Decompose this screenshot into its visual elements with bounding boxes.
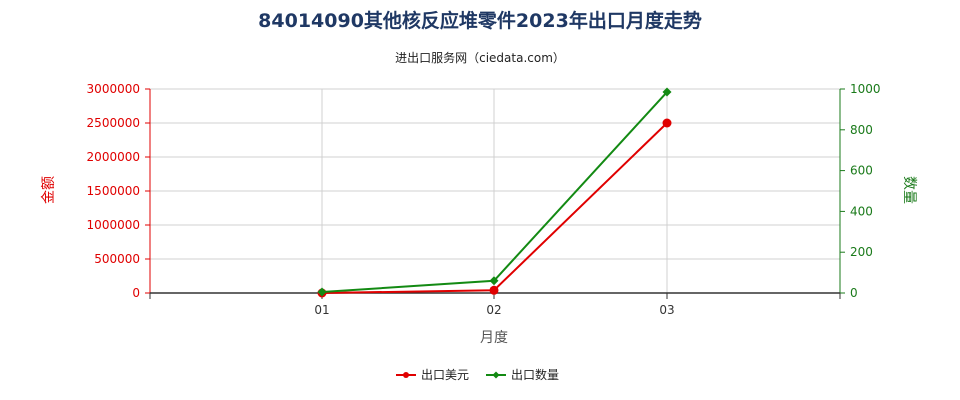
y-left-tick-labels: 0 500000 1000000 1500000 2000000 2500000 30000… (87, 82, 140, 300)
y-right-tick-label: 600 (850, 164, 873, 178)
y-left-tick-label: 2500000 (87, 116, 140, 130)
chart-title: 84014090其他核反应堆零件2023年出口月度走势 (258, 9, 702, 32)
x-tick-label: 03 (659, 303, 674, 317)
y-right-tick-label: 800 (850, 123, 873, 137)
y-left-tick-label: 1000000 (87, 218, 140, 232)
legend-swatch-marker (403, 372, 409, 378)
legend-label: 出口美元 (421, 368, 469, 382)
y-right-axis-title: 数量 (901, 176, 917, 204)
series-2-point (317, 287, 327, 297)
legend-swatch-marker (492, 371, 500, 379)
series-2-point (489, 276, 499, 286)
x-tick-label: 01 (314, 303, 329, 317)
y-left-tick-label: 1500000 (87, 184, 140, 198)
y-right-tick-label: 1000 (850, 82, 881, 96)
y-left-tick-label: 500000 (94, 252, 140, 266)
axes (145, 88, 845, 299)
series-1-point (662, 118, 672, 128)
series-layer (317, 87, 672, 298)
series-2-point (662, 87, 672, 97)
grid (150, 88, 840, 293)
legend: 出口美元 出口数量 (396, 367, 559, 382)
series-1-point (489, 285, 499, 295)
legend-label: 出口数量 (511, 367, 559, 382)
y-left-axis-title: 金额 (41, 176, 57, 204)
x-tick-label: 02 (486, 303, 501, 317)
x-axis-title: 月度 (480, 330, 508, 346)
y-left-tick-label: 2000000 (87, 150, 140, 164)
x-tick-labels: 01 02 03 (314, 303, 674, 317)
chart-subtitle: 进出口服务网（ciedata.com） (395, 50, 565, 65)
y-left-tick-label: 0 (132, 286, 140, 300)
y-right-tick-label: 0 (850, 286, 858, 300)
y-right-tick-label: 200 (850, 245, 873, 259)
y-right-tick-labels: 0 200 400 600 800 1000 (850, 82, 881, 300)
y-left-tick-label: 3000000 (87, 82, 140, 96)
y-right-tick-label: 400 (850, 204, 873, 218)
